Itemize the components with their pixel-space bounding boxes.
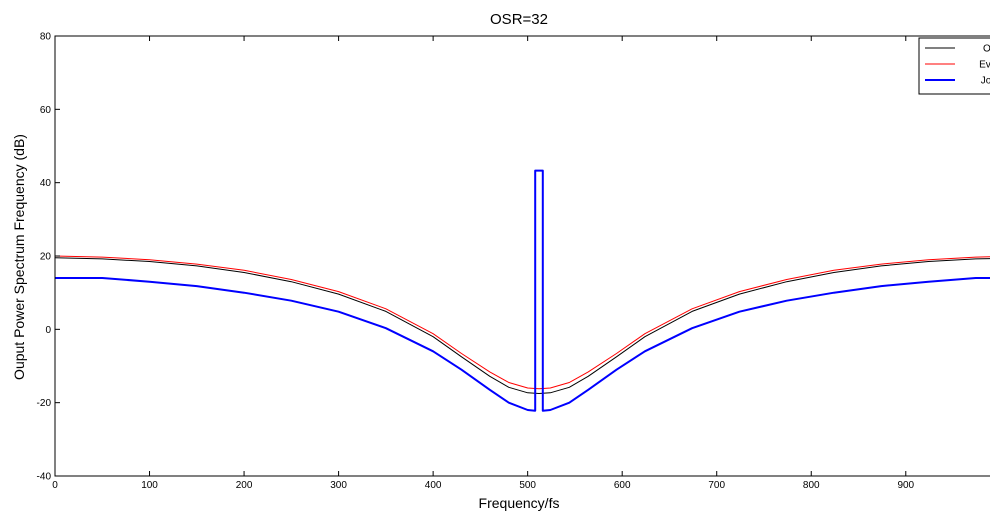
axis-ticks: 01002003004005006007008009001000-40-2002…	[37, 32, 990, 492]
x-tick-label: 500	[519, 480, 536, 491]
y-tick-label: 40	[40, 178, 52, 189]
y-tick-label: 80	[40, 32, 52, 43]
x-tick-label: 800	[803, 480, 820, 491]
legend-label-odd-q: Odd-Q	[983, 44, 990, 55]
legend-label-joint-q: Joint-Q	[981, 76, 990, 87]
y-tick-label: -40	[37, 472, 52, 483]
x-tick-label: 400	[425, 480, 442, 491]
series-line-even-q	[55, 255, 990, 390]
legend-box	[918, 37, 990, 95]
legend: Odd-Q Even-Q Joint-Q	[918, 37, 990, 95]
x-tick-label: 100	[141, 480, 158, 491]
x-tick-label: 200	[236, 480, 253, 491]
series-lines	[55, 169, 990, 412]
x-tick-label: 300	[330, 480, 347, 491]
y-axis-label: Ouput Power Spectrum Frequency (dB)	[11, 134, 27, 380]
x-tick-label: 700	[708, 480, 725, 491]
x-axis-label: Frequency/fs	[479, 495, 560, 511]
y-tick-label: -20	[37, 398, 52, 409]
x-tick-label: 600	[614, 480, 631, 491]
y-tick-label: 0	[45, 325, 51, 336]
x-tick-label: 0	[52, 480, 58, 491]
chart-title: OSR=32	[490, 11, 548, 28]
y-tick-label: 20	[40, 252, 52, 263]
legend-label-even-q: Even-Q	[979, 60, 990, 71]
y-tick-label: 60	[40, 105, 52, 116]
x-tick-label: 900	[897, 480, 914, 491]
series-line-joint-q	[55, 169, 990, 412]
series-line-odd-q	[55, 257, 990, 394]
